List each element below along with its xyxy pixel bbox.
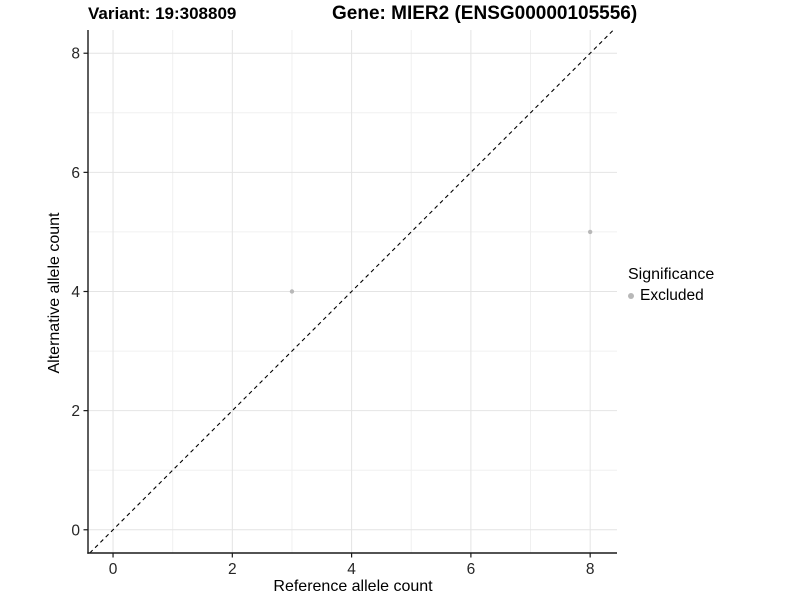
y-tick-label: 6 bbox=[71, 165, 80, 182]
legend-items: Excluded bbox=[628, 287, 714, 305]
data-point bbox=[587, 229, 593, 235]
x-tick-label: 8 bbox=[586, 561, 595, 578]
legend-item-label: Excluded bbox=[640, 287, 704, 304]
x-tick-label: 2 bbox=[228, 561, 237, 578]
data-point bbox=[289, 289, 295, 294]
y-axis-title: Alternative allele count bbox=[46, 212, 63, 374]
y-tick-label: 0 bbox=[71, 522, 80, 539]
x-tick-label: 0 bbox=[109, 561, 118, 578]
y-tick-label: 8 bbox=[71, 46, 80, 63]
identity-reference-line bbox=[89, 29, 614, 554]
legend-title: Significance bbox=[628, 266, 715, 283]
gene-title: Gene: MIER2 (ENSG00000105556) bbox=[332, 3, 638, 24]
x-axis-title: Reference allele count bbox=[273, 578, 433, 595]
legend: Significance Excluded bbox=[628, 266, 714, 305]
x-tick-label: 4 bbox=[347, 561, 356, 578]
legend-key-dot-icon bbox=[628, 293, 634, 299]
variant-title: Variant: 19:308809 bbox=[88, 4, 237, 23]
x-tick-label: 6 bbox=[467, 561, 476, 578]
y-tick-label: 4 bbox=[71, 284, 80, 301]
legend-item: Excluded bbox=[628, 287, 714, 305]
y-tick-label: 2 bbox=[71, 403, 80, 420]
